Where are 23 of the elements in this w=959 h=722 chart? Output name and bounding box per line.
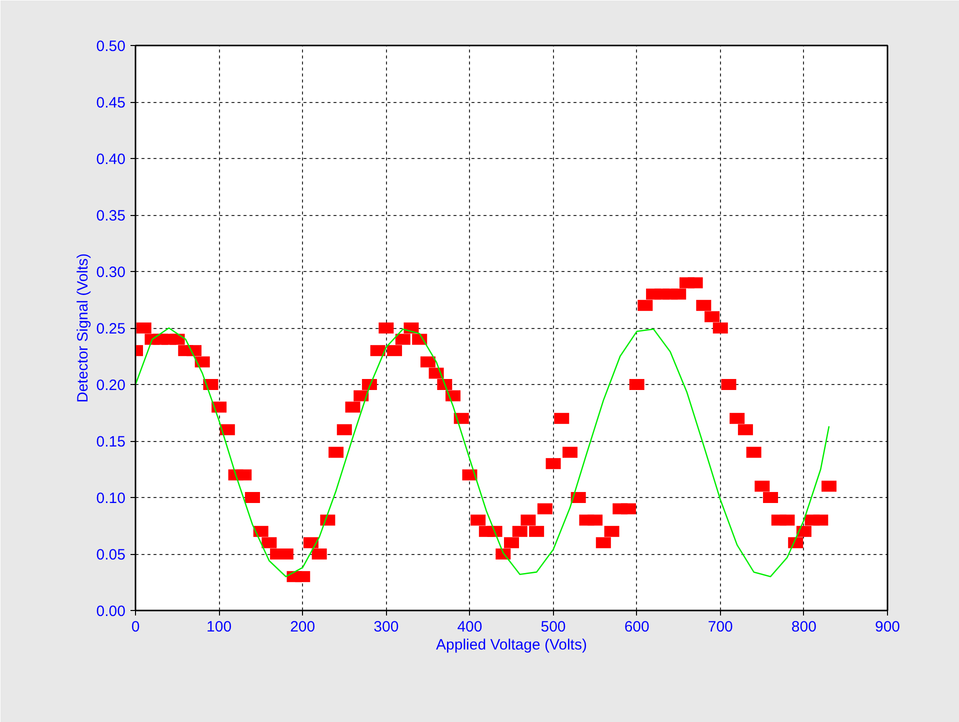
y-tick-label: 0.35 [96, 208, 126, 224]
x-axis-title: Applied Voltage (Volts) [436, 636, 587, 654]
y-tick-label: 0.15 [96, 434, 126, 450]
y-tick-label: 0.00 [96, 603, 126, 620]
y-tick-label: 0.05 [96, 546, 126, 564]
x-tick-label: 400 [457, 618, 482, 636]
y-tick-label: 0.50 [96, 38, 126, 55]
y-tick-label: 0.10 [96, 490, 126, 507]
x-tick-label: 200 [290, 618, 316, 636]
x-tick-label: 600 [624, 618, 650, 636]
x-tick-label: 700 [708, 618, 733, 636]
y-tick-label: 0.20 [96, 377, 126, 394]
y-tick-label: 0.25 [96, 320, 126, 338]
y-tick-label: 0.30 [96, 264, 126, 281]
y-axis-title: Detector Signal (Volts) [74, 253, 92, 403]
y-tick-label: 0.45 [96, 94, 126, 112]
x-tick-label: 0 [131, 618, 140, 636]
x-tick-label: 500 [540, 618, 566, 636]
x-tick-label: 800 [791, 618, 816, 636]
x-tick-label: 900 [874, 618, 900, 636]
y-tick-label: 0.40 [96, 151, 126, 168]
x-tick-label: 300 [374, 618, 399, 636]
x-tick-label: 100 [206, 618, 232, 636]
